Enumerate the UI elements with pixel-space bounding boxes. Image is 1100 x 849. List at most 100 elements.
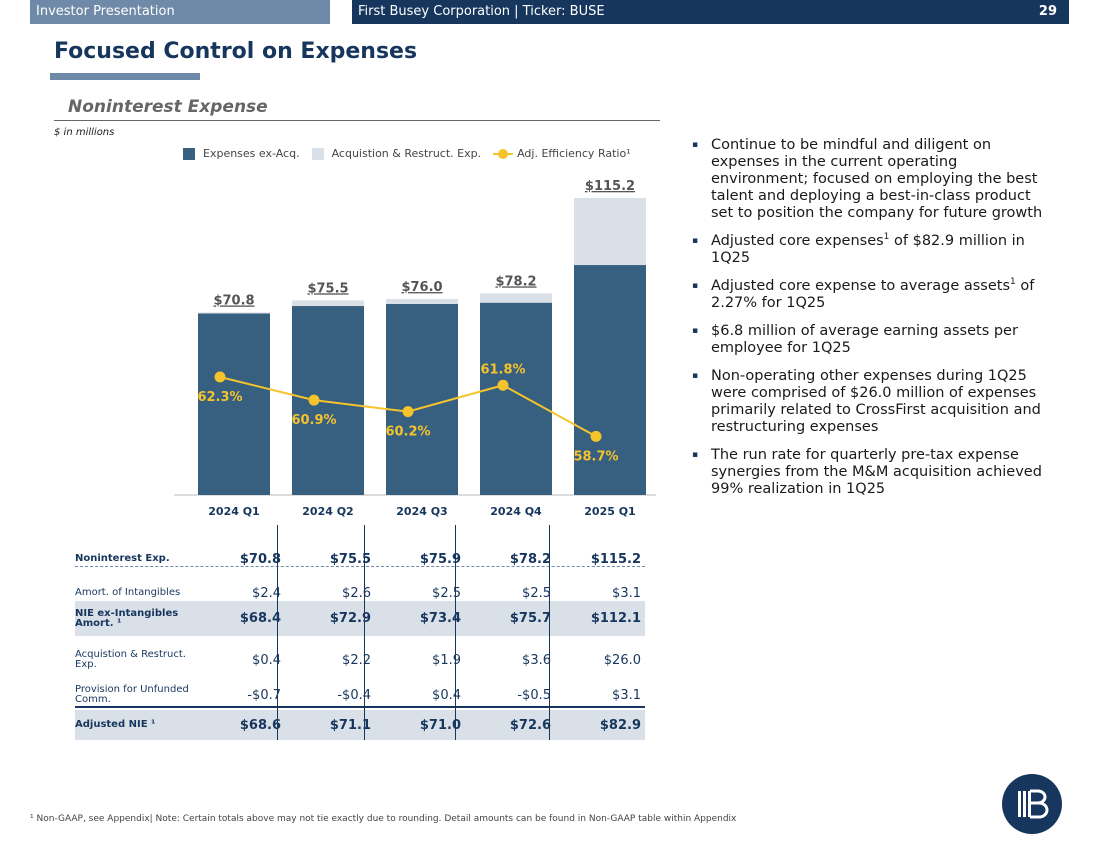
bullet-item: Continue to be mindful and diligent on e… [692, 137, 1044, 222]
table-cell: $2.5 [432, 585, 461, 601]
table-column-divider [364, 525, 365, 740]
table-cell: $75.9 [419, 551, 461, 567]
x-tick-label: 2024 Q3 [396, 505, 447, 518]
bullet-text: of 2.27% for 1Q25 [711, 278, 1035, 311]
bar-acquisition [292, 300, 364, 307]
table-row: Amort. of Intangibles $2.4 $2.6 $2.5 $2.5 $3.… [75, 583, 645, 603]
table-row: Noninterest Exp. $70.8 $75.5 $75.9 $78.2 $115… [75, 549, 645, 569]
bar-acquisition [386, 299, 458, 304]
table-cell: $115.2 [590, 551, 641, 567]
commentary-bullets: Continue to be mindful and diligent on e… [692, 137, 1044, 509]
table-cell: $0.4 [432, 687, 461, 703]
bullet-item: Non-operating other expenses during 1Q25… [692, 368, 1044, 436]
legend-item-acquisition: Acquistion & Restruct. Exp. [311, 147, 482, 160]
legend-swatch-expenses [183, 147, 195, 160]
bullet-text: Adjusted core expense to average assets [711, 278, 1011, 294]
table-row: Provision for Unfunded Comm. -$0.7 -$0.4 $0… [75, 680, 645, 710]
legend-label-expenses: Expenses ex-Acq. [203, 147, 300, 160]
table-row: Acquistion & Restruct. Exp. $0.4 $2.2 $1.9 $… [75, 643, 645, 677]
efficiency-label: 60.9% [291, 413, 336, 428]
header-right-bar: First Busey Corporation | Ticker: BUSE 2… [352, 0, 1069, 24]
page-number: 29 [1038, 4, 1057, 19]
legend-swatch-acquisition [311, 147, 324, 160]
table-row-label: Provision for Unfunded Comm. [75, 684, 189, 705]
bullet-item: Adjusted core expense to average assets1… [692, 278, 1044, 312]
section-divider [54, 120, 660, 121]
bar-total-label: $78.2 [495, 274, 536, 289]
table-column-divider [277, 525, 278, 740]
bar-total-label: $70.8 [213, 293, 254, 308]
table-cell: -$0.5 [517, 687, 551, 703]
busey-logo-icon [1002, 774, 1062, 834]
table-cell: -$0.4 [337, 687, 371, 703]
table-cell: $2.2 [342, 652, 371, 668]
efficiency-point [402, 406, 414, 418]
table-cell: $75.7 [509, 611, 551, 626]
footnote-marker: 1 [883, 232, 890, 243]
table-column-divider [455, 525, 456, 740]
header-left-label: Investor Presentation [36, 4, 175, 19]
header-left-bar: Investor Presentation [30, 0, 330, 24]
efficiency-point [308, 394, 320, 406]
table-cell: $75.5 [329, 551, 371, 567]
table-cell: $68.4 [239, 611, 281, 626]
bar-total-label: $76.0 [401, 280, 442, 295]
page-title: Focused Control on Expenses [54, 39, 418, 64]
efficiency-point [497, 379, 509, 391]
table-row-label: Noninterest Exp. [75, 553, 170, 564]
bar-expenses [292, 306, 364, 495]
x-tick-label: 2024 Q1 [208, 505, 259, 518]
table-column-divider [549, 525, 550, 740]
table-cell: $2.5 [522, 585, 551, 601]
table-cell: $3.1 [612, 585, 641, 601]
table-cell: $3.1 [612, 687, 641, 703]
header-right-label: First Busey Corporation | Ticker: BUSE [358, 4, 605, 19]
bar-acquisition [198, 312, 270, 314]
bar-acquisition [480, 293, 552, 303]
chart-legend: Expenses ex-Acq. Acquistion & Restruct. … [183, 147, 643, 160]
bullet-text: $6.8 million of average earning assets p… [711, 323, 1018, 356]
table-cell: $2.4 [252, 585, 281, 601]
units-label: $ in millions [54, 127, 115, 138]
table-cell: $70.8 [239, 551, 281, 567]
table-cell: $82.9 [599, 717, 641, 733]
table-cell: -$0.7 [247, 687, 281, 703]
table-cell: $68.6 [239, 717, 281, 733]
table-cell: $72.9 [329, 611, 371, 626]
footnote-marker: 1 [1010, 277, 1016, 288]
bullet-text: Continue to be mindful and diligent on e… [711, 137, 1043, 221]
bar-expenses [198, 313, 270, 495]
legend-label-acquisition: Acquistion & Restruct. Exp. [331, 147, 482, 160]
x-tick-label: 2024 Q2 [302, 505, 353, 518]
table-cell: $78.2 [509, 551, 551, 567]
bar-expenses [386, 303, 458, 495]
bullet-item: The run rate for quarterly pre-tax expen… [692, 447, 1044, 498]
bullet-text: The run rate for quarterly pre-tax expen… [711, 447, 1042, 497]
table-cell: $3.6 [522, 652, 551, 668]
table-cell: $71.1 [329, 717, 371, 733]
bullet-item: $6.8 million of average earning assets p… [692, 323, 1044, 357]
bar-acquisition [574, 198, 646, 266]
table-cell: $0.4 [252, 652, 281, 668]
table-cell: $112.1 [590, 611, 641, 626]
bar-expenses [480, 302, 552, 495]
efficiency-label: 58.7% [573, 449, 618, 464]
table-cell: $1.9 [432, 652, 461, 668]
bar-expenses [574, 265, 646, 495]
table-row-label: Amort. of Intangibles [75, 587, 181, 598]
table-cell: $72.6 [509, 717, 551, 733]
table-row-label: Adjusted NIE ¹ [75, 719, 156, 730]
table-cell: $2.6 [342, 585, 371, 601]
table-cell: $26.0 [603, 652, 641, 668]
legend-label-efficiency: Adj. Efficiency Ratio¹ [517, 147, 631, 160]
table-row-label: Acquistion & Restruct. Exp. [75, 649, 186, 670]
table-cell: $73.4 [419, 611, 461, 626]
efficiency-label: 62.3% [197, 390, 242, 405]
table-row: NIE ex-Intangibles Amort. ¹ $68.4 $72.9 $73… [75, 601, 645, 636]
bullet-text: Adjusted core expenses [711, 233, 884, 249]
footnote: ¹ Non-GAAP, see Appendix| Note: Certain … [30, 814, 737, 824]
bar-total-label: $75.5 [307, 281, 348, 296]
bullet-item: Adjusted core expenses1 of $82.9 million… [692, 233, 1044, 267]
efficiency-label: 61.8% [480, 362, 525, 377]
bullet-text: of $82.9 million in 1Q25 [711, 233, 1025, 266]
